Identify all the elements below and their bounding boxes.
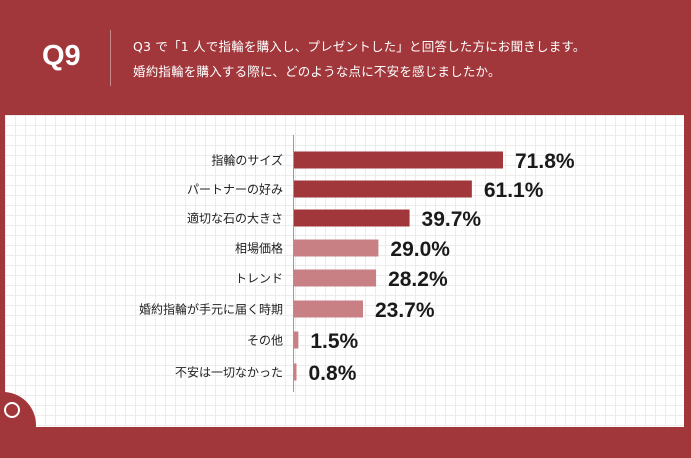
question-line-2: 婚約指輪を購入する際に、どのような点に不安を感じましたか。	[133, 64, 501, 79]
category-label: 不安は一切なかった	[175, 365, 283, 380]
bar	[294, 180, 472, 198]
bar	[294, 239, 379, 257]
category-label: 相場価格	[235, 241, 283, 256]
bar	[294, 300, 363, 318]
ring-logo-icon	[4, 402, 20, 418]
bar	[294, 151, 503, 169]
question-line-1: Q3 で「1 人で指輪を購入し、プレゼントした」と回答した方にお聞きします。	[133, 39, 586, 54]
bar	[294, 331, 299, 349]
question-number: Q9	[42, 40, 81, 72]
data-label: 28.2%	[388, 268, 448, 291]
data-label: 71.8%	[515, 150, 575, 173]
category-label: 婚約指輪が手元に届く時期	[139, 302, 283, 317]
bar	[294, 363, 297, 381]
category-label: 指輪のサイズ	[211, 153, 283, 168]
data-label: 1.5%	[310, 330, 358, 353]
bar	[294, 209, 410, 227]
category-label: パートナーの好み	[187, 183, 283, 197]
data-label: 29.0%	[390, 238, 450, 261]
category-label: 適切な石の大きさ	[187, 211, 283, 226]
data-label: 23.7%	[375, 299, 435, 322]
data-label: 0.8%	[309, 362, 357, 385]
data-label: 39.7%	[422, 208, 482, 231]
category-label: トレンド	[235, 272, 283, 286]
header-divider	[110, 30, 111, 86]
question-text: Q3 で「1 人で指輪を購入し、プレゼントした」と回答した方にお聞きします。 婚…	[133, 34, 586, 84]
bar-chart: 指輪のサイズ 71.8% パートナーの好み 61.1% 適切な石の大きさ 39.7% 相場価…	[139, 135, 575, 392]
data-label: 61.1%	[484, 179, 544, 202]
category-label: その他	[247, 334, 283, 348]
bar	[294, 269, 377, 287]
